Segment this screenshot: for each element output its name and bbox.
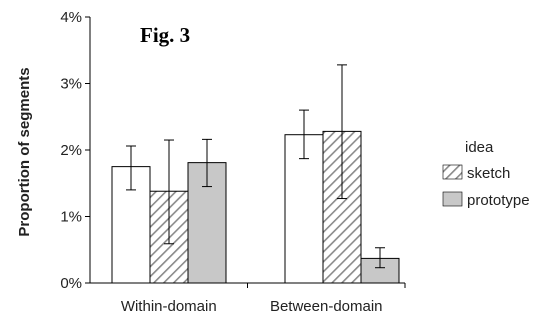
y-tick-label: 0% xyxy=(60,275,82,292)
bars xyxy=(111,130,400,284)
legend-label-sketch: sketch xyxy=(467,165,510,182)
y-tick-label: 4% xyxy=(60,9,82,26)
x-tick-label: Between-domain xyxy=(270,298,383,315)
legend-swatch-prototype-drawn xyxy=(442,191,463,207)
x-tick-label: Within-domain xyxy=(121,298,217,315)
legend-swatch-sketch xyxy=(442,164,463,180)
error-bars xyxy=(126,64,385,269)
y-ticks: 0% 1% 2% 3% 4% xyxy=(60,9,90,292)
legend: idea sketch xyxy=(442,139,510,182)
y-tick-label: 3% xyxy=(60,76,82,93)
y-axis-label: Proportion of segments xyxy=(16,67,33,236)
legend-title: idea xyxy=(465,139,494,156)
y-tick-label: 1% xyxy=(60,209,82,226)
title-box xyxy=(125,15,243,49)
x-tick-labels: Within-domain Between-domain xyxy=(121,298,383,315)
y-tick-label: 2% xyxy=(60,142,82,159)
chart-title: Fig. 3 xyxy=(140,23,190,47)
legend-label-prototype: prototype xyxy=(467,192,530,209)
